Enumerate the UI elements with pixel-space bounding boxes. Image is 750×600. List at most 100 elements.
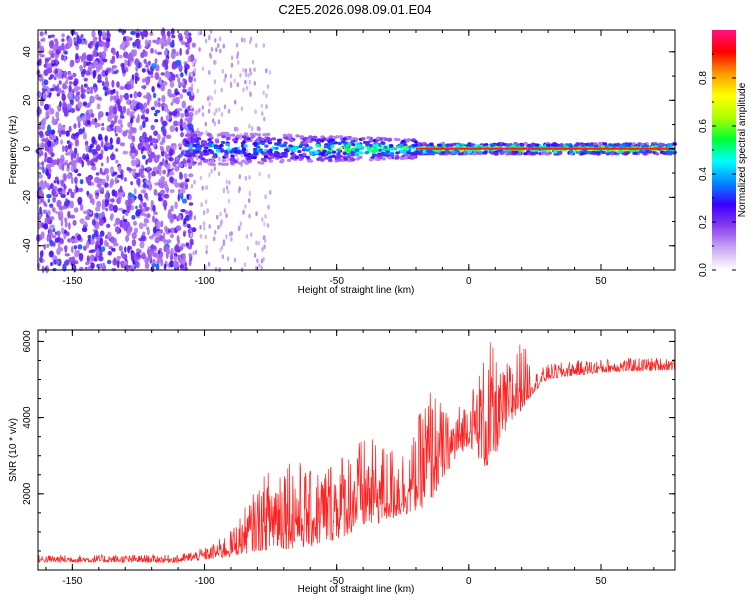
- spectrogram-cell: [75, 96, 79, 101]
- spectrogram-cell: [124, 211, 128, 216]
- spectrogram-cell: [534, 143, 540, 147]
- spectrogram-cell: [240, 37, 244, 43]
- spectrogram-cell: [191, 91, 194, 96]
- spectrogram-cell: [190, 83, 194, 89]
- spectrogram-cell: [229, 150, 234, 154]
- spectrogram-cell: [263, 221, 266, 227]
- spectrogram-cell: [463, 152, 468, 156]
- spectrogram-cell: [142, 154, 146, 160]
- colorbar-ticks: 0.0 0.2 0.4 0.6 0.8: [698, 53, 736, 277]
- spectrogram-cell: [80, 93, 85, 99]
- spectrogram-cell: [104, 199, 109, 208]
- spectrogram-cell: [188, 252, 192, 258]
- colorbar-tick-label: 0.2: [698, 215, 709, 229]
- spectrogram-cell: [169, 80, 175, 88]
- spectrogram-cell: [86, 190, 90, 196]
- snr-background: [38, 330, 675, 570]
- spectrogram-cell: [123, 264, 130, 270]
- spectrogram-cell: [110, 153, 116, 161]
- spectrogram-cell: [78, 201, 82, 206]
- spectrogram-cell: [53, 86, 59, 92]
- spectrogram-cell: [180, 113, 185, 118]
- spectrogram-cell: [162, 199, 168, 208]
- spectrogram-cell: [67, 188, 73, 193]
- spectrogram-cell: [220, 220, 223, 226]
- spectrogram-cell: [63, 185, 67, 190]
- spectrogram-cell: [304, 144, 309, 148]
- spectrogram-cell: [381, 153, 387, 157]
- spectrogram-cell: [157, 102, 161, 108]
- spectrogram-cell: [454, 151, 459, 155]
- spectrogram-cell: [117, 119, 123, 125]
- spectrogram-cell: [104, 135, 108, 143]
- spectrogram-cell: [120, 172, 124, 180]
- spectrogram-cell: [163, 193, 170, 199]
- spectrogram-cell: [198, 47, 201, 52]
- spectrogram-cell: [190, 183, 194, 189]
- spectrogram-cell: [63, 110, 69, 117]
- spectrogram-cell: [403, 145, 408, 150]
- spectrogram-cell: [250, 232, 253, 238]
- spectrogram-cell: [79, 179, 84, 185]
- spectrogram-cell: [149, 151, 156, 159]
- spectrogram-cell: [264, 144, 269, 148]
- spectrogram-cell: [116, 227, 120, 235]
- spectrogram-cell: [194, 249, 198, 255]
- spectrogram-cell: [184, 262, 188, 267]
- spectrogram-cell: [86, 158, 90, 166]
- spectrogram-cell: [137, 114, 140, 122]
- spectrogram-cell: [97, 73, 102, 82]
- spectrogram-cell: [366, 136, 371, 140]
- spectrogram-cell: [185, 133, 190, 137]
- spectrogram-cell: [179, 118, 183, 125]
- spectrogram-cell: [246, 154, 251, 158]
- spectrogram-cell: [331, 154, 336, 158]
- spectrogram-cell: [246, 246, 249, 251]
- spectrogram-cell: [101, 51, 107, 59]
- colorbar-bar: [712, 30, 736, 270]
- spectrogram-cell: [221, 68, 224, 74]
- spectrogram-frame: [37, 29, 676, 271]
- spectrogram-cell: [188, 32, 192, 37]
- spectrogram-cell: [147, 60, 151, 66]
- spectrogram-cell: [347, 149, 352, 153]
- spectrogram-cell: [327, 151, 332, 155]
- spectrogram-cell: [320, 158, 325, 162]
- spectrogram-cell: [131, 168, 137, 172]
- spectrogram-cell: [134, 58, 140, 66]
- spectrogram-cell: [66, 163, 70, 169]
- spectrogram-cell: [169, 227, 175, 234]
- spectrogram-cell: [97, 133, 103, 141]
- spectrogram-cell: [600, 150, 606, 155]
- spectrogram-cell: [126, 205, 131, 214]
- spectrogram-cell: [61, 163, 65, 171]
- spectrogram-y-label: Frequency (Hz): [8, 116, 19, 185]
- spectrogram-cell: [587, 143, 593, 147]
- spectrogram-cell: [53, 180, 57, 184]
- spectrogram-cell: [73, 207, 79, 213]
- spectrogram-cell: [78, 128, 84, 135]
- spectrogram-cell: [142, 78, 145, 83]
- spectrogram-cell: [130, 181, 134, 186]
- spectrogram-cell: [169, 125, 176, 133]
- spectrogram-cell: [193, 179, 196, 185]
- spectrogram-cell: [106, 231, 112, 239]
- spectrogram-cell: [81, 115, 87, 122]
- spectrogram-cell: [45, 110, 50, 118]
- spectrogram-cell: [110, 236, 115, 244]
- spectrogram-cell: [239, 73, 242, 78]
- spectrogram-cell: [214, 146, 220, 150]
- spectrogram-cell: [546, 143, 551, 147]
- spectrogram-cell: [248, 79, 252, 85]
- spectrogram-cell: [647, 150, 653, 154]
- spectrogram-cell: [140, 174, 145, 178]
- spectrogram-cell: [196, 88, 199, 94]
- spectrogram-cell: [103, 32, 107, 38]
- spectrogram-cell: [130, 250, 134, 254]
- spectrogram-cell: [130, 117, 134, 124]
- spectrogram-cell: [111, 189, 116, 197]
- spectrogram-cell: [67, 37, 73, 45]
- spectrogram-cell: [196, 144, 201, 148]
- spectrogram-cell: [150, 204, 153, 211]
- spectrogram-cell: [161, 238, 167, 243]
